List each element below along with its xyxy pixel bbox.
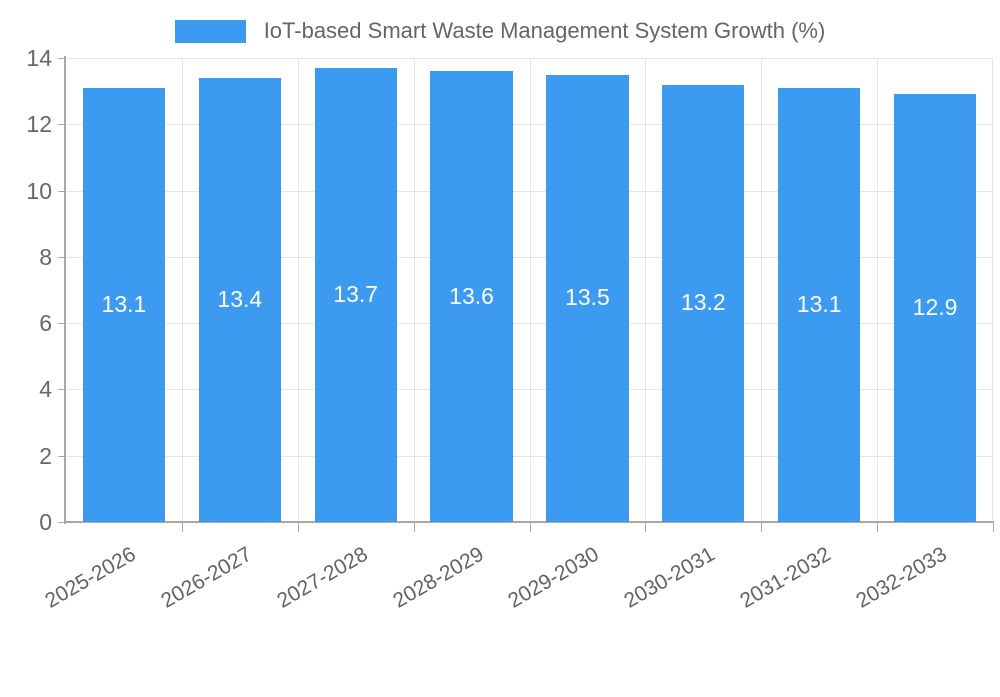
y-axis-tick-labels: 0 2 4 6 8 10 12 14 bbox=[0, 0, 52, 600]
bar-value-label: 13.4 bbox=[217, 285, 263, 312]
x-axis-tick bbox=[645, 523, 646, 532]
gridline-horizontal bbox=[66, 58, 993, 59]
y-axis-tick-label: 6 bbox=[39, 310, 52, 337]
bar[interactable]: 12.9 bbox=[893, 94, 977, 522]
bar-value-label: 13.2 bbox=[680, 289, 726, 316]
y-axis-tick-label: 4 bbox=[39, 376, 52, 403]
gridline-vertical bbox=[761, 58, 762, 522]
bar-series: 13.1 13.4 13.7 13.6 13.5 13.2 13.1 12.9 bbox=[66, 58, 993, 522]
bar[interactable]: 13.1 bbox=[82, 87, 166, 522]
y-axis-tick bbox=[58, 190, 66, 192]
x-axis-tick bbox=[530, 523, 531, 532]
y-axis-tick bbox=[58, 58, 66, 59]
gridline-vertical bbox=[530, 58, 531, 522]
y-axis-tick-label: 12 bbox=[26, 111, 52, 138]
bar-value-label: 12.9 bbox=[912, 294, 958, 321]
bar[interactable]: 13.7 bbox=[314, 67, 397, 522]
bar[interactable]: 13.1 bbox=[778, 87, 861, 522]
gridline-horizontal bbox=[66, 389, 993, 391]
bar[interactable]: 13.6 bbox=[430, 71, 513, 522]
gridline-horizontal bbox=[66, 124, 993, 126]
x-axis-tick bbox=[182, 523, 183, 532]
bar-value-label: 13.5 bbox=[565, 284, 610, 311]
x-axis-line bbox=[64, 521, 994, 523]
x-axis-tick bbox=[877, 523, 878, 532]
plot-right-border bbox=[992, 58, 993, 522]
gridline-horizontal bbox=[66, 256, 993, 258]
y-axis-tick-label: 2 bbox=[39, 442, 52, 469]
gridline-vertical bbox=[298, 58, 299, 522]
gridline-horizontal bbox=[66, 323, 993, 325]
legend-color-swatch bbox=[174, 19, 246, 43]
x-axis-tick-label: 2032-2033 bbox=[852, 542, 951, 613]
y-axis-tick-label: 10 bbox=[26, 177, 52, 204]
y-axis-tick bbox=[58, 389, 66, 391]
bar[interactable]: 13.4 bbox=[198, 77, 281, 522]
y-axis-tick-label: 8 bbox=[39, 243, 52, 270]
y-axis-line bbox=[64, 56, 66, 524]
gridline-vertical bbox=[877, 58, 878, 522]
bar[interactable]: 13.2 bbox=[662, 84, 745, 522]
bar-value-label: 13.6 bbox=[449, 282, 494, 309]
y-axis-tick bbox=[58, 455, 66, 457]
y-axis-tick-label: 0 bbox=[39, 509, 52, 535]
chart-legend: IoT-based Smart Waste Management System … bbox=[0, 14, 1000, 48]
gridline-horizontal bbox=[66, 455, 993, 457]
x-axis-tick bbox=[761, 523, 762, 532]
bar-value-label: 13.1 bbox=[101, 290, 147, 317]
legend-label: IoT-based Smart Waste Management System … bbox=[263, 18, 826, 43]
y-axis-tick bbox=[58, 256, 66, 258]
bar-value-label: 13.7 bbox=[333, 280, 379, 307]
y-axis-tick bbox=[58, 124, 66, 126]
y-axis-tick-label: 14 bbox=[26, 45, 52, 71]
x-axis-tick bbox=[414, 523, 415, 532]
legend-item[interactable]: IoT-based Smart Waste Management System … bbox=[174, 18, 826, 43]
y-axis-tick bbox=[58, 522, 66, 523]
bar-chart: IoT-based Smart Waste Management System … bbox=[0, 0, 1000, 613]
gridline-vertical bbox=[645, 58, 646, 522]
bar[interactable]: 13.5 bbox=[546, 74, 629, 522]
gridline-vertical bbox=[414, 58, 415, 522]
gridline-vertical bbox=[182, 58, 183, 522]
gridline-horizontal bbox=[66, 190, 993, 192]
x-axis-tick bbox=[993, 523, 994, 532]
plot-area bbox=[66, 58, 993, 522]
x-axis-tick bbox=[298, 523, 299, 532]
bar-value-label: 13.1 bbox=[796, 290, 842, 317]
y-axis-tick bbox=[58, 323, 66, 325]
x-axis-tick-labels: 2025-2026 2026-2027 2027-2028 2028-2029 2029… bbox=[41, 543, 951, 613]
